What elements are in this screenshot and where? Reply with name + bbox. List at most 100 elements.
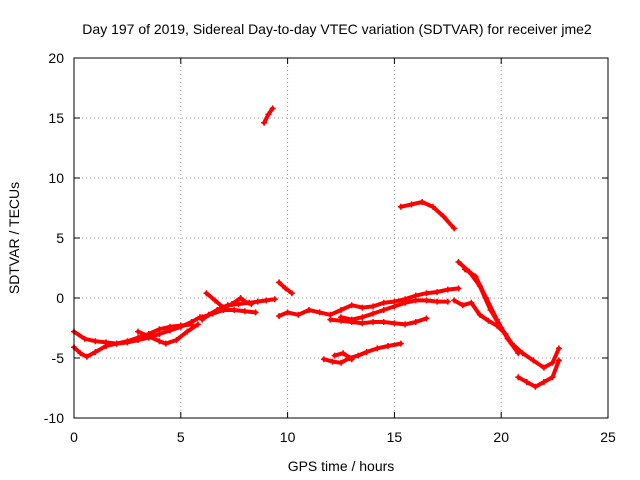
series-arc-15	[456, 260, 561, 370]
data-point	[515, 350, 522, 357]
data-point	[248, 301, 255, 307]
y-tick-label: 5	[56, 230, 64, 246]
data-point	[444, 286, 451, 293]
data-point	[397, 340, 404, 347]
data-point	[555, 345, 562, 352]
data-point	[211, 297, 218, 304]
data-point	[92, 338, 99, 345]
data-point	[391, 303, 398, 310]
data-point	[391, 320, 398, 327]
data-point	[103, 339, 110, 346]
data-point	[440, 213, 447, 220]
data-point	[235, 301, 242, 307]
data-point	[504, 335, 511, 342]
data-point	[265, 111, 272, 118]
data-point	[423, 297, 430, 304]
data-point	[483, 295, 490, 301]
data-point	[338, 307, 344, 313]
data-point	[359, 304, 366, 311]
data-point	[380, 319, 387, 325]
data-point	[284, 309, 291, 316]
data-series	[71, 105, 562, 390]
data-point	[485, 317, 492, 324]
data-point	[276, 313, 283, 319]
data-point	[241, 298, 248, 305]
data-point	[412, 297, 419, 304]
y-tick-label: 20	[48, 50, 64, 66]
data-point	[523, 379, 530, 385]
series-arc-11	[328, 316, 429, 327]
data-point	[276, 279, 283, 286]
data-point	[429, 203, 436, 210]
data-point	[397, 203, 404, 210]
data-point	[241, 308, 248, 315]
data-point	[384, 343, 391, 349]
data-point	[237, 295, 244, 301]
data-point	[316, 309, 323, 316]
data-point	[124, 338, 131, 345]
data-point	[167, 323, 174, 330]
data-point	[156, 338, 163, 345]
data-point	[402, 299, 409, 306]
y-axis-label: SDTVAR / TECUs	[6, 182, 22, 294]
data-point	[434, 289, 441, 295]
data-point	[451, 297, 458, 304]
data-point	[295, 311, 302, 318]
x-tick-label: 0	[70, 429, 78, 445]
data-point	[135, 328, 142, 335]
data-point	[92, 349, 99, 355]
data-point	[370, 310, 377, 317]
axis-ticks: 0 5 10 15 20 25 -10 -5 0 5 10 15 20	[44, 50, 616, 445]
data-point	[380, 307, 387, 313]
data-point	[271, 296, 278, 303]
data-point	[209, 310, 216, 317]
data-point	[359, 320, 366, 327]
y-tick-label: 15	[48, 110, 64, 126]
data-point	[348, 319, 355, 325]
data-point	[338, 317, 344, 324]
data-point	[113, 340, 120, 347]
y-tick-label: 10	[48, 170, 64, 186]
data-point	[338, 359, 344, 366]
data-point	[348, 356, 355, 363]
data-point	[348, 302, 355, 309]
data-point	[156, 326, 163, 333]
data-point	[355, 352, 362, 359]
x-tick-label: 25	[600, 429, 616, 445]
data-point	[532, 383, 539, 390]
data-point	[261, 119, 268, 126]
data-point	[177, 322, 184, 329]
x-tick-label: 10	[280, 429, 296, 445]
data-point	[340, 350, 347, 357]
data-point	[252, 309, 259, 316]
data-point	[455, 259, 462, 265]
data-point	[229, 301, 236, 307]
data-point	[145, 333, 152, 340]
data-point	[444, 298, 451, 305]
x-tick-label: 15	[387, 429, 403, 445]
y-tick-label: -5	[52, 350, 65, 366]
data-point	[329, 358, 336, 365]
data-point	[476, 311, 483, 318]
data-point	[374, 345, 381, 352]
data-point	[173, 337, 180, 343]
data-point	[320, 356, 327, 363]
data-point	[423, 290, 430, 297]
data-point	[555, 357, 562, 364]
data-point	[81, 335, 88, 342]
data-point	[77, 350, 84, 357]
series-arc-16	[462, 267, 521, 356]
data-point	[162, 340, 169, 347]
data-point	[269, 105, 276, 112]
data-point	[331, 352, 338, 359]
data-point	[370, 319, 377, 325]
data-point	[380, 299, 387, 306]
data-point	[184, 328, 191, 335]
data-point	[408, 201, 415, 208]
data-point	[288, 290, 295, 297]
series-arc-18	[516, 358, 561, 389]
data-point	[231, 307, 238, 313]
data-point	[305, 307, 312, 313]
x-tick-label: 20	[493, 429, 509, 445]
